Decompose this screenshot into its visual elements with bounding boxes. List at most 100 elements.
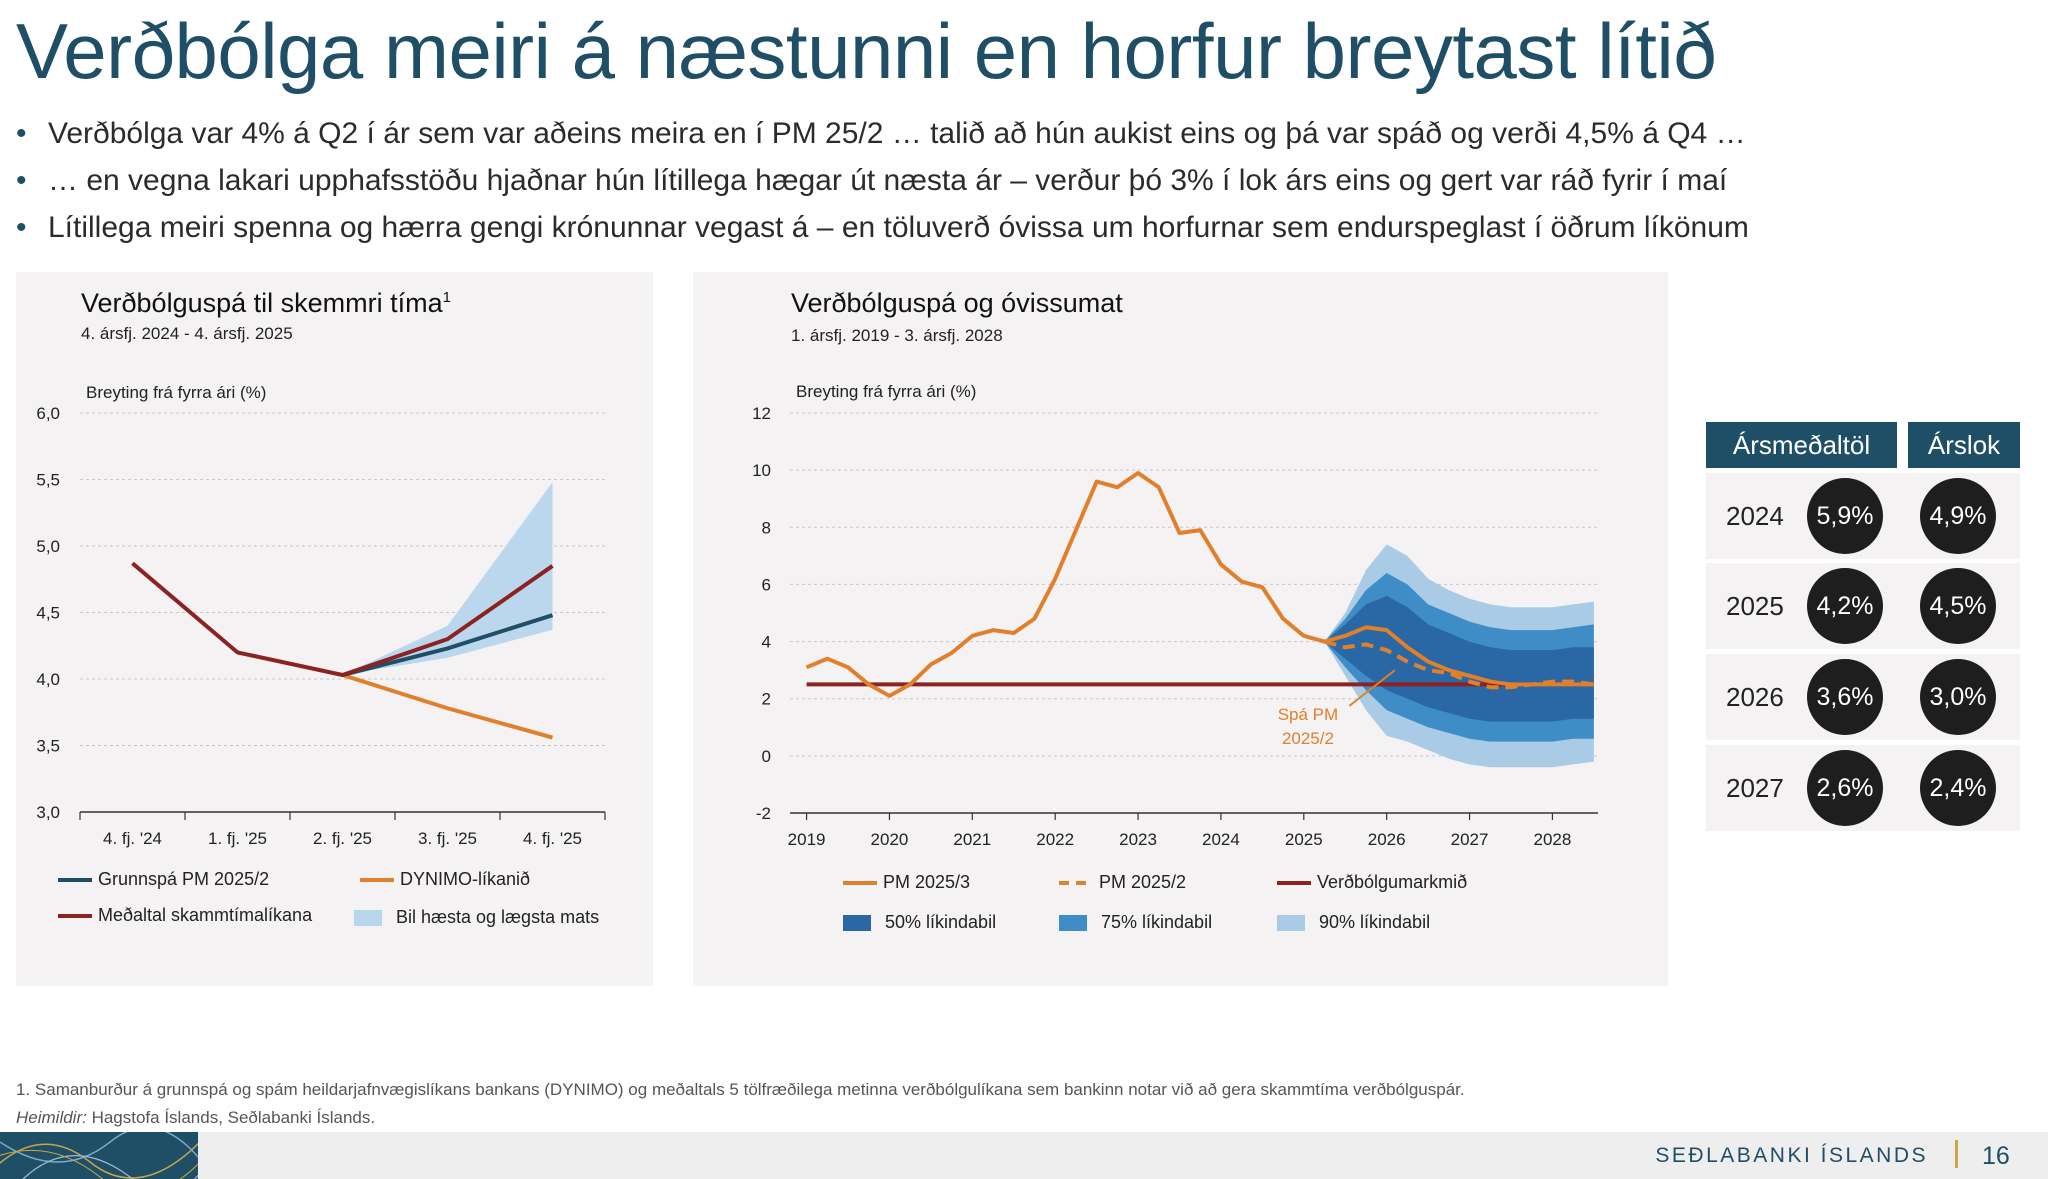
y-tick-label: -2 [756, 804, 771, 823]
legend-swatch [1277, 880, 1311, 885]
legend-swatch [354, 909, 382, 926]
range-band [342, 482, 553, 676]
bullet-list: • Verðbólga var 4% á Q2 í ár sem var aðei… [16, 110, 1749, 251]
series-line-pm-2025-2 [1323, 639, 1595, 690]
table-header-annual-average: Ársmeðaltöl [1706, 422, 1897, 468]
series-line [341, 673, 554, 740]
y-tick-label: 8 [762, 518, 771, 537]
y-tick-label: 0 [762, 747, 771, 766]
annual-average-value: 3,6% [1807, 659, 1883, 735]
table-row: 2025 4,2% 4,5% [1706, 563, 2020, 649]
annotation-arrow [1348, 669, 1396, 707]
y-tick-label: 3,5 [36, 737, 60, 756]
x-tick-label: 2019 [788, 830, 826, 849]
legend-label: Meðaltal skammtímalíkana [98, 905, 313, 925]
legend-item-pm-2025-3: PM 2025/3 [843, 872, 970, 893]
x-tick-label: 3. fj. '25 [418, 829, 477, 848]
slide-title: Verðbólga meiri á næstunni en horfur bre… [16, 7, 1717, 95]
annotation-label: 2025/2 [1282, 729, 1334, 748]
annotation-label: Spá PM [1278, 705, 1338, 724]
page-separator [1955, 1140, 1958, 1168]
x-tick-label: 2021 [953, 830, 991, 849]
x-tick-label: 2024 [1202, 830, 1240, 849]
year-end-value: 4,5% [1920, 568, 1996, 644]
annual-average-value: 5,9% [1807, 478, 1883, 554]
footnote: 1. Samanburður á grunnspá og spám heilda… [16, 1080, 1465, 1099]
legend-swatch [58, 913, 92, 918]
legend-swatch [843, 880, 877, 885]
y-axis-label: Breyting frá fyrra ári (%) [796, 382, 977, 401]
inflation-fan-chart: -2 0 2 4 6 8 10 12 2019 2020 2021 2022 2023 2024 2025 2… [752, 404, 1598, 849]
legend-item-pm-2025-2: PM 2025/2 [1059, 872, 1186, 893]
annual-average-value: 4,2% [1807, 568, 1883, 644]
legend-swatch [58, 877, 92, 882]
table-row: 2026 3,6% 3,0% [1706, 654, 2020, 740]
legend-item-range-band: Bil hæsta og lægsta mats [354, 907, 599, 928]
chart-title: Verðbólguspá til skemmri tíma1 [81, 288, 451, 319]
legend-label: Verðbólgumarkmið [1317, 872, 1468, 892]
year-end-value: 3,0% [1920, 659, 1996, 735]
y-tick-label: 6,0 [36, 404, 60, 423]
footer-bar [0, 1132, 2048, 1179]
x-tick-label: 1. fj. '25 [208, 829, 267, 848]
fan-band-p50 [1324, 595, 1594, 722]
legend-swatch [843, 914, 871, 931]
y-tick-label: 4,0 [36, 670, 60, 689]
chart-title: Verðbólguspá og óvissumat [791, 288, 1123, 318]
table-year: 2025 [1726, 591, 1784, 621]
series-line [342, 613, 554, 677]
chart-subtitle: 4. ársfj. 2024 - 4. ársfj. 2025 [81, 324, 293, 343]
y-tick-label: 4,5 [36, 604, 60, 623]
y-tick-label: 4 [762, 633, 771, 652]
page-number: 16 [1982, 1142, 2010, 1170]
fan-chart-panel: Verðbólguspá og óvissumat 1. ársfj. 2019… [693, 272, 1668, 986]
table-year: 2026 [1726, 682, 1784, 712]
footer-pattern [0, 1132, 198, 1179]
legend-item-ci-50: 50% líkindabil [843, 912, 996, 933]
legend-item-dynimo: DYNIMO-líkanið [360, 869, 530, 890]
y-tick-label: 12 [752, 404, 771, 423]
bullet-dot: • [16, 117, 27, 150]
source-label: Heimildir: [16, 1108, 87, 1127]
legend-label: 90% líkindabil [1319, 912, 1431, 932]
source-text: Hagstofa Íslands, Seðlabanki Íslands. [86, 1108, 376, 1127]
x-tick-label: 2028 [1534, 830, 1572, 849]
year-end-value: 2,4% [1920, 750, 1996, 826]
legend-swatch [360, 877, 394, 882]
y-tick-label: 5,0 [36, 537, 60, 556]
legend-swatch [1277, 914, 1305, 931]
legend-item-ci-90: 90% líkindabil [1277, 912, 1430, 933]
x-tick-label: 2020 [871, 830, 909, 849]
table-year: 2027 [1726, 773, 1784, 803]
legend-item-baseline: Grunnspá PM 2025/2 [58, 869, 269, 890]
chart-title-text: Verðbólguspá til skemmri tíma [81, 288, 443, 318]
legend-swatch [1059, 914, 1087, 931]
legend-item-inflation-target: Verðbólgumarkmið [1277, 872, 1467, 893]
y-tick-label: 10 [752, 461, 771, 480]
legend-swatch [1059, 880, 1093, 885]
y-tick-label: 2 [762, 690, 771, 709]
legend-label: Bil hæsta og lægsta mats [396, 907, 600, 927]
x-tick-label: 4. fj. '25 [523, 829, 582, 848]
x-tick-label: 2022 [1036, 830, 1074, 849]
y-axis-label: Breyting frá fyrra ári (%) [86, 383, 267, 402]
bullet-item: • Lítillega meiri spenna og hærra gengi k… [16, 204, 1749, 251]
legend-label: PM 2025/3 [883, 872, 971, 892]
bullet-dot: • [16, 211, 27, 244]
bank-name: SEÐLABANKI ÍSLANDS [1655, 1144, 1928, 1167]
short-term-forecast-chart: 3,0 3,5 4,0 4,5 5,0 5,5 6,0 4. fj. '24 1. fj. '2… [36, 404, 606, 848]
footer-pattern-logo [0, 1132, 198, 1179]
legend-label: Grunnspá PM 2025/2 [98, 869, 270, 889]
bullet-text: … en vegna lakari upphafsstöðu hjaðnar h… [48, 164, 1728, 197]
y-tick-label: 3,0 [36, 803, 60, 822]
legend-label: 50% líkindabil [885, 912, 997, 932]
bullet-item: • Verðbólga var 4% á Q2 í ár sem var aðei… [16, 110, 1749, 157]
y-tick-label: 6 [762, 575, 771, 594]
year-end-value: 4,9% [1920, 478, 1996, 554]
x-tick-label: 2027 [1451, 830, 1489, 849]
x-tick-label: 2025 [1285, 830, 1323, 849]
bullet-dot: • [16, 164, 27, 197]
series-line-pm-2025-3 [805, 471, 1594, 698]
legend-item-ci-75: 75% líkindabil [1059, 912, 1212, 933]
bullet-item: • … en vegna lakari upphafsstöðu hjaðnar … [16, 157, 1749, 204]
